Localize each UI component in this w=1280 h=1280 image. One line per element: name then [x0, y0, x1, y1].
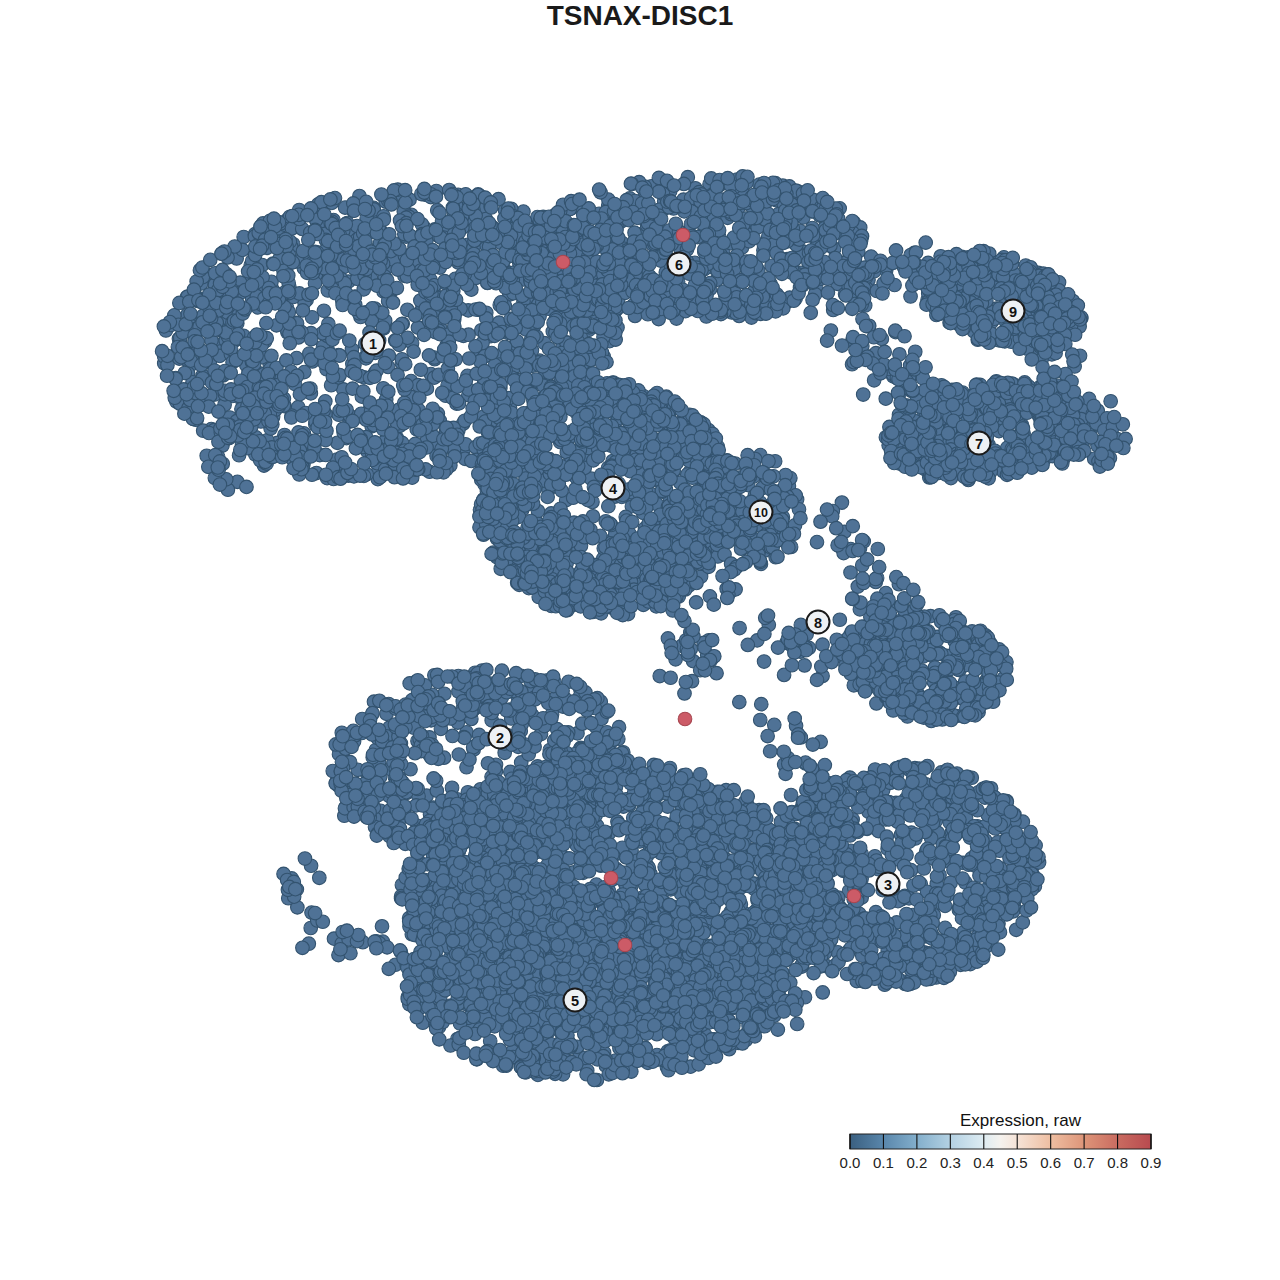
svg-text:2: 2: [496, 730, 504, 746]
svg-text:5: 5: [571, 993, 579, 1009]
svg-text:0.3: 0.3: [940, 1154, 961, 1171]
svg-text:1: 1: [369, 336, 377, 352]
svg-text:0.7: 0.7: [1074, 1154, 1095, 1171]
svg-text:0.8: 0.8: [1107, 1154, 1128, 1171]
svg-text:0.4: 0.4: [973, 1154, 994, 1171]
svg-text:4: 4: [609, 481, 617, 497]
svg-text:0.6: 0.6: [1040, 1154, 1061, 1171]
svg-text:10: 10: [754, 506, 768, 520]
svg-text:7: 7: [975, 436, 983, 452]
svg-text:8: 8: [814, 615, 822, 631]
svg-text:0.0: 0.0: [840, 1154, 861, 1171]
svg-text:6: 6: [675, 257, 683, 273]
svg-text:0.9: 0.9: [1141, 1154, 1162, 1171]
svg-text:9: 9: [1009, 304, 1017, 320]
svg-text:0.2: 0.2: [906, 1154, 927, 1171]
svg-text:0.5: 0.5: [1007, 1154, 1028, 1171]
svg-text:3: 3: [884, 877, 892, 893]
svg-text:0.1: 0.1: [873, 1154, 894, 1171]
svg-text:Expression, raw: Expression, raw: [960, 1111, 1082, 1130]
